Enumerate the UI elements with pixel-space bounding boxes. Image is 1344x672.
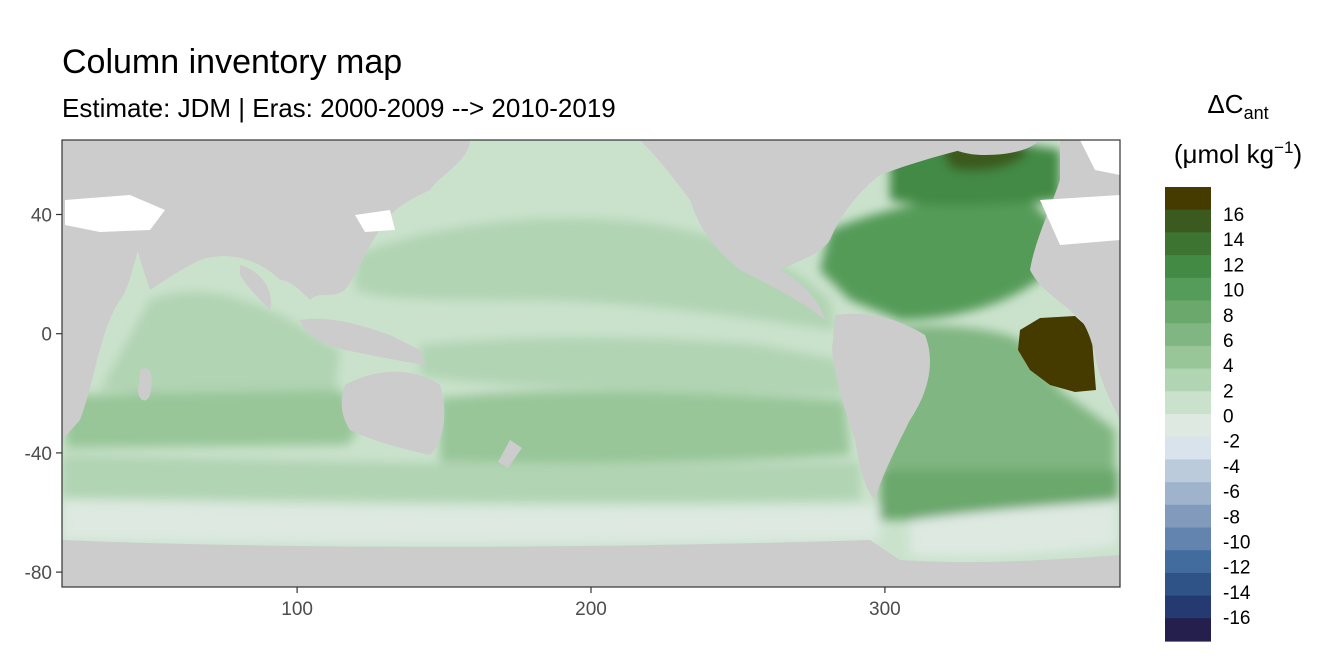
legend-label: 0	[1223, 407, 1234, 428]
legend-swatch	[1165, 459, 1211, 483]
legend-label: -6	[1223, 482, 1240, 503]
legend-label: 14	[1223, 230, 1245, 251]
legend-labels: 16 14 12 10 8 6 4 2 0 -2 -4 -6 -8 -10 -12 -14 -16	[1223, 205, 1251, 629]
legend-label: -4	[1223, 457, 1240, 478]
x-tick-label: 200	[575, 599, 607, 620]
chart-title: Column inventory map	[62, 43, 403, 81]
land-australia	[341, 371, 445, 455]
no-data-patch-northwest	[65, 195, 165, 232]
legend-swatch	[1165, 527, 1211, 551]
legend-unit: (μmol kg−1)	[1174, 138, 1302, 169]
legend-swatch	[1165, 277, 1211, 302]
legend-label: 16	[1223, 205, 1244, 226]
no-data-patch-greenland	[1080, 140, 1120, 175]
legend-label: 6	[1223, 331, 1234, 352]
legend-title-symbol: ΔC	[1207, 89, 1243, 119]
legend-label: 10	[1223, 281, 1244, 302]
land-south-america	[832, 313, 930, 500]
y-tick-label: -40	[25, 444, 52, 465]
weddell-region	[910, 500, 1118, 557]
legend-swatch	[1165, 209, 1211, 233]
legend-swatch	[1165, 255, 1211, 279]
legend-label: -10	[1223, 532, 1250, 553]
no-data-patch-asia	[355, 210, 395, 232]
legend-swatch	[1165, 391, 1211, 415]
legend-title-subscript: ant	[1244, 103, 1269, 123]
legend-swatch	[1165, 368, 1211, 392]
legend-swatch	[1165, 232, 1211, 256]
land-asia	[120, 140, 470, 300]
legend-swatch	[1165, 504, 1211, 529]
map-panel	[62, 140, 1120, 587]
x-tick-label: 100	[281, 599, 313, 620]
chart-subtitle: Estimate: JDM | Eras: 2000-2009 --> 2010…	[62, 93, 616, 123]
land-antarctica	[62, 540, 1120, 587]
south-atlantic	[877, 325, 1115, 470]
legend-swatch	[1165, 300, 1211, 324]
legend-label: 4	[1223, 356, 1234, 377]
legend-colorbar	[1165, 187, 1211, 642]
land-north-america	[640, 140, 1000, 320]
legend-label: -16	[1223, 608, 1250, 629]
legend-unit-close: )	[1293, 139, 1302, 169]
legend-unit-open: (μmol kg	[1174, 139, 1274, 169]
legend-label: -8	[1223, 507, 1240, 528]
legend-swatch	[1165, 187, 1211, 211]
y-tick-label: -80	[25, 563, 52, 584]
legend-swatch	[1165, 414, 1211, 438]
legend-swatch	[1165, 618, 1211, 642]
legend: ΔCant (μmol kg−1) 16 14 12 10 8 6 4 2 0 -2 -4 -6 -8 -…	[1165, 89, 1302, 642]
south-pacific-band	[440, 390, 850, 464]
sub-antarctic-band	[62, 455, 860, 503]
y-tick-label: 40	[31, 206, 52, 227]
equatorial-pacific-band	[420, 337, 845, 395]
y-tick-label: 0	[41, 325, 52, 346]
land-greenland	[940, 140, 1040, 155]
legend-swatch	[1165, 323, 1211, 347]
land-india	[240, 265, 271, 310]
legend-swatch	[1165, 482, 1211, 506]
legend-label: -12	[1223, 558, 1250, 579]
legend-swatch	[1165, 595, 1211, 619]
legend-unit-exponent: −1	[1274, 138, 1293, 157]
no-data-patches	[65, 140, 1120, 245]
land-indonesia	[300, 318, 425, 365]
legend-label: 2	[1223, 381, 1234, 402]
x-tick-label: 300	[869, 599, 901, 620]
southern-ocean-band	[62, 500, 880, 544]
legend-label: 8	[1223, 306, 1234, 327]
concentration-field	[62, 140, 1118, 557]
legend-swatch	[1165, 345, 1211, 370]
legend-title: ΔCant	[1207, 89, 1268, 123]
north-pacific-band	[355, 218, 835, 330]
indian-ocean-north	[100, 291, 340, 395]
land-new-zealand	[498, 440, 522, 468]
legend-swatch	[1165, 550, 1211, 574]
land-madagascar	[138, 368, 152, 401]
legend-label: -2	[1223, 432, 1240, 453]
no-data-patch-northeast	[1040, 195, 1120, 245]
legend-label: 12	[1223, 255, 1244, 276]
north-atlantic	[820, 197, 1060, 320]
legend-swatch	[1165, 572, 1211, 597]
legend-label: -14	[1223, 583, 1251, 604]
legend-swatch	[1165, 436, 1211, 460]
south-indian-band	[66, 390, 356, 448]
gulf-of-guinea-anomaly	[1018, 316, 1096, 392]
